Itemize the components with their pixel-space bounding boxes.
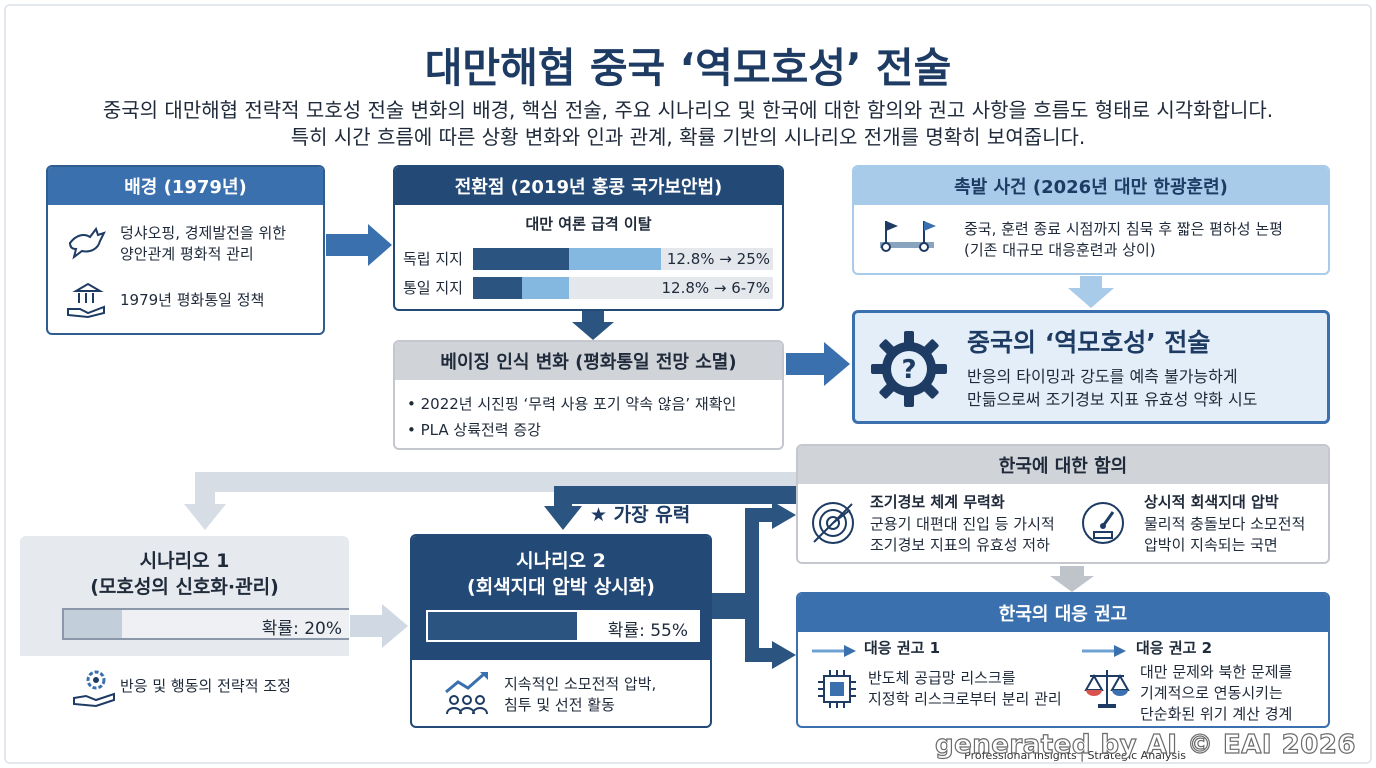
arrow-s1-to-s2 — [350, 604, 408, 648]
background-header: 배경 (1979년) — [48, 167, 323, 205]
arrow-s2-to-recommendations — [712, 605, 778, 662]
radar-icon — [810, 500, 856, 550]
implications-box: 한국에 대한 함의 조기경보 체계 무력화 군용기 대편대 진입 등 가시적 조… — [796, 444, 1330, 564]
scenario1-detail: 반응 및 행동의 전략적 조정 — [20, 656, 349, 726]
most-likely-label: ★ 가장 유력 — [590, 504, 691, 526]
arrow-beijing-to-core — [786, 342, 850, 386]
bar-fill-unification-before — [522, 277, 569, 299]
arrow-trigger-to-core — [1068, 276, 1114, 308]
arrow-turning-to-beijing — [572, 310, 614, 340]
arrow-accent-1 — [812, 642, 856, 661]
arrow-accent-2 — [1082, 642, 1126, 661]
people-chart-icon — [442, 670, 492, 720]
gear-question-icon: ? — [867, 327, 951, 415]
scenario1-probability-fill — [64, 610, 122, 638]
implication-2-text: 물리적 충돌보다 소모전적 압박이 지속되는 국면 — [1144, 515, 1306, 554]
subtitle-line-2: 특히 시간 흐름에 따른 상황 변화와 인과 관계, 확률 기반의 시나리오 전… — [290, 125, 1086, 149]
arrow-impl-to-rec — [1050, 566, 1094, 592]
scenario1-probability-label: 확률: 20% — [261, 619, 342, 639]
scenario1-title: 시나리오 1 (모호성의 신호화·관리) — [90, 550, 279, 598]
beijing-box: 베이징 인식 변화 (평화통일 전망 소멸) • 2022년 시진핑 ‘무력 사… — [393, 340, 784, 450]
recommendation-1-title: 대응 권고 1 — [864, 639, 941, 657]
implication-2-title: 상시적 회색지대 압박 — [1144, 493, 1279, 511]
recommendation-1-text: 반도체 공급망 리스크를 지정학 리스크로부터 분리 관리 — [868, 669, 1062, 708]
page-title: 대만해협 중국 ‘역모호성’ 전술 — [424, 44, 952, 92]
bar-value-unification: 12.8% → 6-7% — [661, 279, 770, 297]
beijing-item-1: • 2022년 시진핑 ‘무력 사용 포기 약속 않음’ 재확인 — [407, 395, 737, 413]
recommendation-2-title: 대응 권고 2 — [1136, 639, 1213, 657]
recommendations-box: 한국의 대응 권고 대응 권고 1 반도체 공급망 리스크를 지정학 리스크로부… — [796, 592, 1330, 728]
chip-icon — [816, 668, 858, 714]
arrow-bg-to-turning — [326, 224, 392, 266]
turning-point-header: 전환점 (2019년 홍콩 국가보안법) — [395, 167, 782, 205]
core-tactic-title: 중국의 ‘역모호성’ 전술 — [967, 328, 1211, 357]
implication-1-title: 조기경보 체계 무력화 — [870, 493, 1005, 511]
trigger-text: 중국, 훈련 종료 시점까지 침묵 후 짧은 폄하성 논평 (기존 대규모 대응… — [964, 220, 1283, 259]
scenario2-probability-label: 확률: 55% — [607, 621, 688, 641]
scenario2-title: 시나리오 2 (회색지대 압박 상시화) — [467, 550, 655, 598]
watermark: generated by AI © EAI 2026 — [934, 729, 1356, 760]
hand-gear-icon — [72, 666, 118, 714]
bar-label-unification: 통일 지지 — [403, 279, 463, 297]
beijing-item-2: • PLA 상륙전력 증강 — [407, 421, 541, 439]
gauge-icon — [1080, 500, 1126, 550]
scenario2-probability-bar: 확률: 55% — [426, 610, 700, 642]
arrow-to-scenario1 — [195, 472, 800, 508]
scenario1-box: 시나리오 1 (모호성의 신호화·관리) 확률: 20% 반응 및 행동의 전략… — [20, 536, 349, 726]
arrow-s2-to-implications — [712, 508, 778, 607]
background-box: 배경 (1979년) 덩샤오핑, 경제발전을 위한 양안관계 평화적 관리 19… — [46, 165, 325, 335]
scenario2-probability-fill — [428, 612, 577, 640]
footer-small-text: Professional Insights | Strategic Analys… — [964, 749, 1186, 762]
scenario1-text: 반응 및 행동의 전략적 조정 — [120, 677, 291, 695]
core-tactic-text: 반응의 타이밍과 강도를 예측 불가능하게 만듦으로써 조기경보 지표 유효성 … — [967, 367, 1258, 409]
institution-hand-icon — [66, 279, 108, 323]
trigger-box: 촉발 사건 (2026년 대만 한광훈련) 중국, 훈련 종료 시점까지 침묵 … — [852, 165, 1330, 275]
scenario1-probability-bar: 확률: 20% — [62, 608, 349, 640]
bar-fill-independence-after — [569, 248, 661, 270]
scale-icon — [1084, 664, 1130, 714]
subtitle-line-1: 중국의 대만해협 전략적 모호성 전술 변화의 배경, 핵심 전술, 주요 시나… — [102, 98, 1274, 122]
implications-header: 한국에 대한 함의 — [798, 446, 1328, 484]
scenario2-box: 시나리오 2 (회색지대 압박 상시화) 확률: 55% 지속적인 소모전적 압… — [410, 534, 712, 728]
arrow-to-scenario2 — [554, 486, 800, 508]
beijing-header: 베이징 인식 변화 (평화통일 전망 소멸) — [395, 342, 782, 380]
background-item-1: 덩샤오핑, 경제발전을 위한 양안관계 평화적 관리 — [120, 224, 287, 263]
turning-point-subheader: 대만 여론 급격 이탈 — [525, 215, 652, 233]
turning-point-box: 전환점 (2019년 홍콩 국가보안법) 대만 여론 급격 이탈 독립 지지 1… — [393, 165, 784, 311]
core-tactic-box: ? 중국의 ‘역모호성’ 전술 반응의 타이밍과 강도를 예측 불가능하게 만듦… — [852, 310, 1330, 424]
bar-fill-independence-before — [473, 248, 569, 270]
recommendation-2-text: 대만 문제와 북한 문제를 기계적으로 연동시키는 단순화된 위기 계산 경계 — [1140, 663, 1293, 723]
recommendations-header: 한국의 대응 권고 — [798, 594, 1328, 632]
bar-label-independence: 독립 지지 — [403, 250, 463, 268]
implication-1-text: 군용기 대편대 진입 등 가시적 조기경보 지표의 유효성 저하 — [870, 515, 1055, 554]
flag-route-icon — [874, 217, 940, 257]
background-item-2: 1979년 평화통일 정책 — [120, 291, 265, 309]
scenario2-text: 지속적인 소모전적 압박, 침투 및 선전 활동 — [504, 675, 657, 714]
dove-icon — [66, 221, 108, 265]
bar-value-independence: 12.8% → 25% — [666, 250, 770, 268]
svg-text:?: ? — [901, 355, 916, 385]
trigger-header: 촉발 사건 (2026년 대만 한광훈련) — [854, 167, 1328, 205]
bar-fill-unification-after — [473, 277, 522, 299]
page-frame — [4, 4, 1372, 764]
